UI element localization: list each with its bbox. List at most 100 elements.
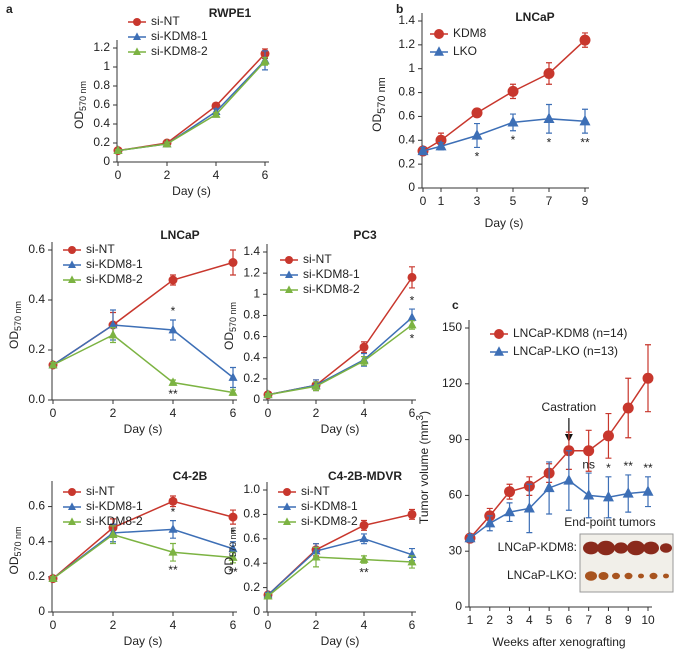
- x-tick-label: 2: [486, 613, 493, 627]
- inset-title: End-point tumors: [564, 515, 655, 529]
- marker: [168, 275, 178, 285]
- y-tick-label: 0: [253, 604, 260, 618]
- y-axis-label-main: OD: [72, 111, 86, 129]
- panel-label: b: [396, 2, 403, 16]
- significance-label: *: [171, 304, 176, 318]
- y-tick-label: 0: [408, 180, 415, 194]
- marker: [228, 552, 238, 561]
- tumor: [638, 573, 644, 579]
- y-tick-label: 30: [449, 543, 463, 557]
- marker: [543, 67, 555, 79]
- significance-label: *: [171, 505, 176, 519]
- marker: [108, 529, 118, 539]
- y-tick-label: 90: [449, 432, 463, 446]
- significance-label: **: [624, 459, 634, 473]
- tumor: [627, 540, 645, 556]
- marker: [108, 319, 118, 329]
- x-tick-label: 7: [546, 194, 553, 208]
- x-tick-label: 4: [361, 406, 368, 420]
- marker: [168, 496, 178, 506]
- y-axis-label-suffix: ): [417, 411, 431, 415]
- series-line: [117, 53, 266, 152]
- series-line: [117, 60, 266, 152]
- x-tick-label: 0: [50, 618, 57, 632]
- y-tick-label: 0.8: [398, 85, 415, 99]
- marker: [113, 145, 123, 154]
- legend-label: LNCaP-KDM8 (n=14): [513, 326, 627, 340]
- marker: [48, 359, 58, 369]
- y-tick-label: 0.4: [243, 555, 260, 569]
- y-tick-label: 0.8: [93, 78, 110, 92]
- x-tick-label: 1: [438, 194, 445, 208]
- x-tick-label: 5: [510, 194, 517, 208]
- marker: [359, 520, 369, 530]
- marker: [359, 554, 369, 563]
- marker: [471, 107, 483, 119]
- marker: [407, 319, 417, 329]
- marker: [407, 272, 417, 282]
- legend-marker: [133, 32, 141, 40]
- tumor: [663, 573, 669, 579]
- marker: [523, 502, 535, 513]
- legend-label: si-KDM8-2: [86, 514, 143, 528]
- marker: [484, 516, 496, 528]
- legend-marker: [133, 47, 141, 55]
- tumor: [612, 572, 620, 580]
- marker: [228, 543, 238, 553]
- inset-photo: [579, 533, 674, 593]
- chart-title: C4-2B-MDVR: [328, 469, 402, 483]
- legend-marker: [434, 29, 444, 39]
- panel-label: c: [452, 298, 459, 312]
- y-tick-label: 0.6: [398, 109, 415, 123]
- marker: [359, 355, 369, 365]
- y-tick-label: 0.6: [243, 531, 260, 545]
- marker: [471, 129, 483, 140]
- x-tick-label: 1: [467, 613, 474, 627]
- tumor: [643, 541, 659, 555]
- y-tick-label: 1.2: [398, 37, 415, 51]
- x-tick-label: 7: [585, 613, 592, 627]
- marker: [48, 573, 58, 582]
- y-axis-label: OD570 nm: [72, 81, 88, 129]
- marker: [311, 381, 321, 390]
- marker: [504, 486, 516, 498]
- y-tick-label: 0.2: [28, 569, 45, 583]
- y-tick-label: 0.2: [243, 371, 260, 385]
- y-axis-label: OD570 nm: [222, 302, 238, 350]
- x-tick-label: 6: [409, 406, 416, 420]
- x-tick-label: 0: [115, 168, 122, 182]
- y-tick-label: 0.4: [28, 292, 45, 306]
- chart-title: LNCaP: [160, 228, 199, 242]
- y-tick-label: 0.8: [243, 507, 260, 521]
- marker: [464, 531, 476, 543]
- x-tick-label: 4: [170, 618, 177, 632]
- y-tick-label: 0.4: [243, 350, 260, 364]
- marker: [228, 387, 238, 396]
- x-axis-label: Day (s): [124, 422, 163, 436]
- legend-marker: [434, 46, 444, 56]
- y-tick-label: 0.4: [93, 116, 110, 130]
- y-axis-label: OD570 nm: [370, 77, 388, 132]
- tumor: [660, 543, 672, 553]
- marker: [622, 487, 634, 498]
- legend-label: si-KDM8-2: [151, 44, 208, 58]
- x-tick-label: 9: [625, 613, 632, 627]
- marker: [228, 372, 238, 381]
- legend-label: si-KDM8-2: [303, 282, 360, 296]
- x-tick-label: 0: [265, 406, 272, 420]
- series-line: [469, 377, 649, 539]
- y-tick-label: 0.4: [28, 534, 45, 548]
- significance-label: **: [359, 565, 369, 579]
- legend-marker: [283, 488, 291, 496]
- x-tick-label: 2: [110, 618, 117, 632]
- significance-label: *: [606, 461, 611, 475]
- inset-row-label: LNCaP-LKO:: [507, 568, 577, 582]
- x-tick-label: 4: [526, 613, 533, 627]
- series-line: [52, 500, 234, 580]
- legend-marker: [283, 517, 291, 525]
- legend-marker: [285, 285, 293, 293]
- y-tick-label: 1.2: [93, 40, 110, 54]
- marker: [407, 509, 417, 519]
- marker: [579, 34, 591, 46]
- significance-label: **: [168, 387, 178, 401]
